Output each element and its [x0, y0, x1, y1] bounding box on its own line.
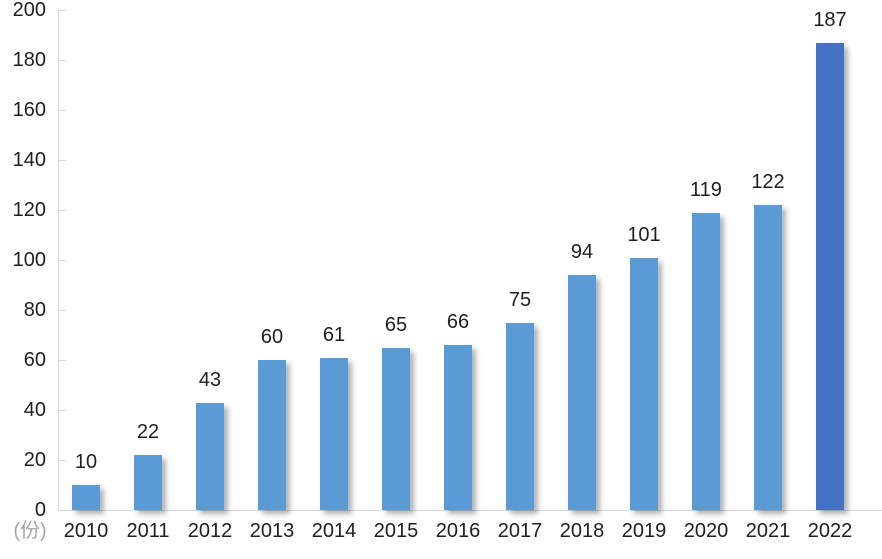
bar-2014 — [320, 357, 348, 510]
x-axis-category-label: 2013 — [249, 520, 295, 542]
bar-2022 — [816, 42, 844, 510]
bar-2017 — [506, 322, 534, 510]
y-axis-tick-mark — [58, 310, 66, 311]
bar-value-label: 75 — [508, 288, 532, 311]
x-axis-category-label: 2022 — [807, 520, 853, 542]
bar-2021 — [754, 205, 782, 510]
bar-value-label: 66 — [446, 311, 470, 333]
y-axis-tick-mark — [58, 60, 66, 61]
bar-2016 — [444, 345, 472, 510]
y-axis-tick-label: 180 — [12, 49, 46, 71]
bar-value-label: 65 — [384, 313, 408, 336]
bar-2020 — [692, 212, 720, 510]
x-axis-category-label: 2016 — [435, 520, 481, 542]
bar-2013 — [258, 360, 286, 510]
y-axis-tick-label: 20 — [23, 449, 46, 471]
bar-value-label: 122 — [751, 171, 785, 193]
y-axis-tick-mark — [58, 10, 66, 11]
bar-value-label: 60 — [260, 326, 284, 348]
bar-value-label: 187 — [813, 8, 847, 31]
x-axis-category-label: 2019 — [621, 520, 667, 542]
y-axis-tick-mark — [58, 110, 66, 111]
y-axis-tick-label: 40 — [23, 399, 46, 421]
x-axis-category-label: 2020 — [683, 520, 729, 542]
y-axis-tick-label: 200 — [12, 0, 46, 21]
bar-value-label: 119 — [690, 178, 722, 201]
y-axis-tick-mark — [58, 160, 66, 161]
x-axis-category-label: 2012 — [187, 520, 233, 542]
y-axis-tick-label: 100 — [12, 249, 46, 271]
y-axis-tick-label: 140 — [12, 149, 46, 171]
y-axis-tick-label: 0 — [34, 499, 46, 521]
x-axis-category-label: 2021 — [745, 520, 791, 542]
bar-2012 — [196, 402, 224, 510]
y-axis-tick-mark — [58, 260, 66, 261]
y-axis-tick-label: 160 — [12, 99, 46, 121]
x-axis-category-label: 2014 — [311, 520, 357, 542]
bar-2018 — [568, 275, 596, 510]
bar-value-label: 61 — [322, 323, 346, 346]
y-axis-tick-label: 60 — [23, 349, 46, 371]
y-axis-tick-mark — [58, 360, 66, 361]
x-axis-category-label: 2017 — [497, 520, 543, 542]
bar-2015 — [382, 347, 410, 510]
y-axis-tick-label: 120 — [12, 199, 46, 221]
bar-value-label: 10 — [74, 451, 98, 473]
x-axis-category-label: 2018 — [559, 520, 605, 542]
bar-value-label: 22 — [136, 421, 160, 443]
bar-2010 — [72, 485, 100, 510]
bar-value-label: 101 — [627, 223, 661, 246]
y-axis-tick-mark — [58, 510, 66, 511]
bar-2011 — [134, 455, 162, 510]
y-axis-tick-mark — [58, 410, 66, 411]
y-axis-unit-label: (份) — [13, 520, 47, 542]
x-axis-category-label: 2011 — [126, 520, 170, 542]
y-axis-tick-mark — [58, 210, 66, 211]
bar-value-label: 94 — [570, 241, 594, 263]
x-axis-category-label: 2010 — [63, 520, 109, 542]
x-axis-category-label: 2015 — [373, 520, 419, 542]
x-axis-line — [58, 510, 882, 511]
bar-value-label: 43 — [198, 368, 222, 391]
y-axis-tick-label: 80 — [23, 299, 46, 321]
y-axis-tick-mark — [58, 460, 66, 461]
bar-2019 — [630, 257, 658, 510]
